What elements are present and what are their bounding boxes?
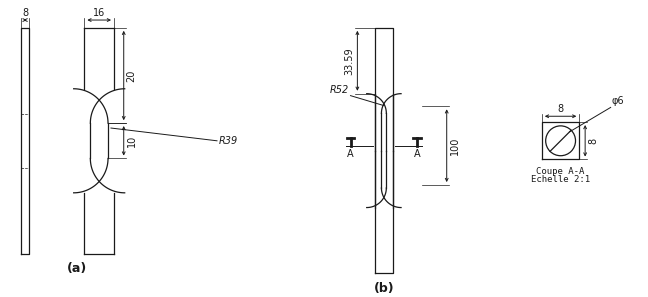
- Text: Echelle 2:1: Echelle 2:1: [531, 175, 590, 184]
- Text: A: A: [347, 148, 354, 159]
- Text: Coupe A-A: Coupe A-A: [537, 167, 584, 176]
- Text: 8: 8: [557, 104, 564, 114]
- Text: φ6: φ6: [612, 97, 624, 106]
- Text: 100: 100: [450, 137, 459, 155]
- Text: (a): (a): [67, 262, 87, 275]
- Text: (b): (b): [374, 282, 394, 295]
- Text: R39: R39: [219, 136, 238, 146]
- Text: 20: 20: [126, 69, 137, 82]
- Text: A: A: [414, 148, 421, 159]
- Text: 10: 10: [126, 135, 137, 147]
- Text: 16: 16: [93, 8, 106, 18]
- Text: 33.59: 33.59: [345, 47, 354, 75]
- Text: 8: 8: [22, 8, 28, 18]
- Text: R52: R52: [329, 85, 349, 95]
- Text: 8: 8: [588, 138, 598, 144]
